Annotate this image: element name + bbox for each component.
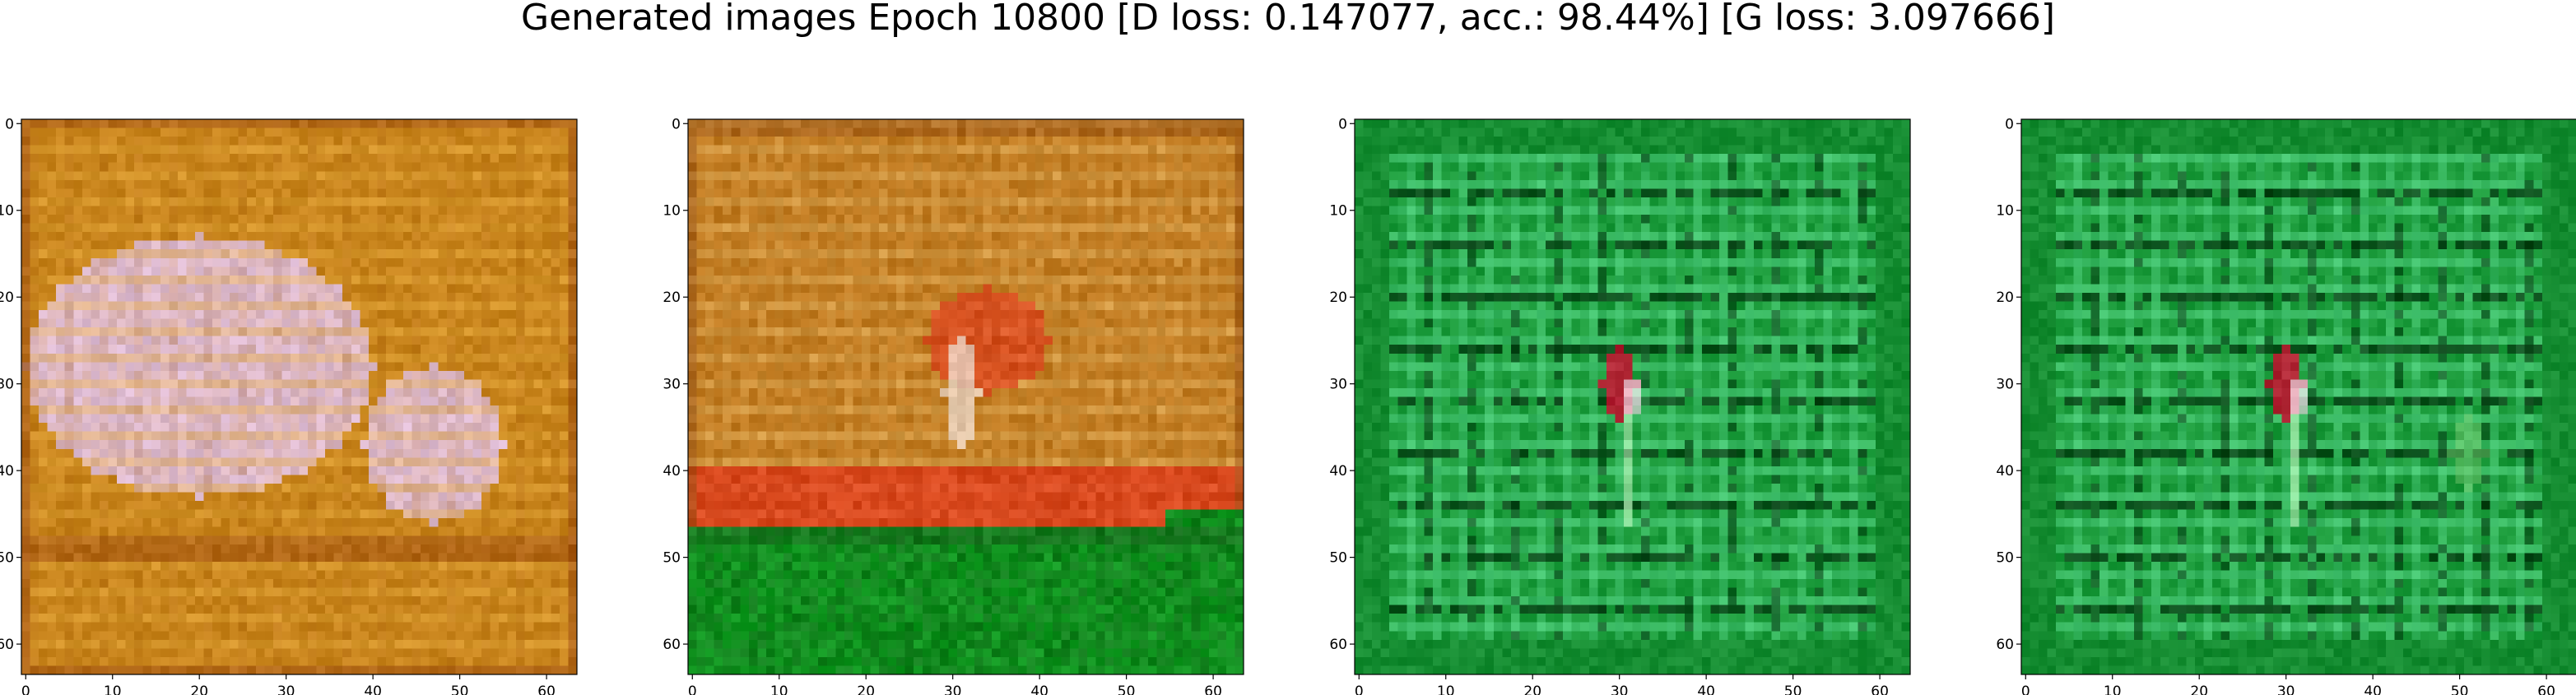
x-tick-label: 40	[2364, 683, 2382, 695]
x-tick-label: 10	[770, 683, 788, 695]
y-tick-label: 0	[5, 116, 14, 132]
y-tick-label: 0	[1338, 116, 1347, 132]
axes-frame	[687, 118, 1244, 675]
y-tick-label: 40	[663, 463, 681, 480]
y-tick-label: 30	[1996, 377, 2014, 393]
y-tick-label: 50	[1329, 550, 1347, 567]
x-tick-label: 30	[1611, 683, 1629, 695]
x-tick-label: 0	[1355, 683, 1364, 695]
y-tick-label: 50	[1996, 550, 2014, 567]
image-pixels	[688, 119, 1244, 675]
x-tick-label: 0	[21, 683, 30, 695]
y-tick-label: 60	[1329, 637, 1347, 653]
y-tick-label: 20	[1329, 290, 1347, 306]
y-tick-label: 20	[0, 290, 14, 306]
x-tick-label: 60	[2537, 683, 2555, 695]
x-tick-label: 60	[537, 683, 556, 695]
y-tick-label: 40	[1329, 463, 1347, 480]
y-tick-label: 50	[0, 550, 14, 567]
y-tick-label: 40	[0, 463, 14, 480]
x-tick-label: 50	[2451, 683, 2469, 695]
x-tick-label: 60	[1871, 683, 1889, 695]
image-pixels	[21, 119, 578, 675]
image-panel-4: 0 10 20 30 40 50 60 0 10 20 30 40 50 60	[1996, 116, 2576, 695]
y-tick-label: 10	[1996, 203, 2014, 220]
y-tick-label: 60	[1996, 637, 2014, 653]
x-tick-label: 40	[1030, 683, 1049, 695]
y-tick-label: 20	[663, 290, 681, 306]
y-tick-label: 20	[1996, 290, 2014, 306]
x-tick-label: 10	[2104, 683, 2122, 695]
x-tick-label: 40	[1697, 683, 1715, 695]
y-tick-label: 60	[0, 637, 14, 653]
x-tick-label: 10	[1437, 683, 1455, 695]
image-panel-2: 0 10 20 30 40 50 60 0 10 20 30 40 50 60	[663, 116, 1244, 695]
x-tick-label: 0	[688, 683, 697, 695]
image-pixels	[1355, 119, 1911, 675]
y-tick-label: 40	[1996, 463, 2014, 480]
x-tick-label: 30	[2277, 683, 2295, 695]
x-tick-label: 20	[190, 683, 208, 695]
x-tick-label: 20	[1523, 683, 1541, 695]
y-tick-label: 50	[663, 550, 681, 567]
x-tick-label: 50	[1118, 683, 1136, 695]
x-tick-label: 50	[1784, 683, 1802, 695]
y-tick-label: 30	[663, 377, 681, 393]
x-tick-label: 20	[2190, 683, 2208, 695]
axes-frame	[1354, 118, 1911, 675]
axes-frame	[2020, 118, 2576, 675]
y-tick-label: 60	[663, 637, 681, 653]
y-tick-label: 10	[1329, 203, 1347, 220]
image-panel-3: 0 10 20 30 40 50 60 0 10 20 30 40 50 60	[1329, 116, 1911, 695]
figure-title: Generated images Epoch 10800 [D loss: 0.…	[520, 0, 2056, 39]
image-pixels	[2021, 119, 2576, 675]
x-tick-label: 30	[944, 683, 962, 695]
y-tick-label: 10	[663, 203, 681, 220]
x-tick-label: 50	[451, 683, 469, 695]
y-tick-label: 10	[0, 203, 14, 220]
x-tick-label: 10	[104, 683, 122, 695]
image-panel-1: 0 10 20 30 40 50 60 0 10 20 30 40 50 60	[0, 116, 578, 695]
x-tick-label: 40	[364, 683, 382, 695]
x-tick-label: 0	[2021, 683, 2030, 695]
axes-frame	[21, 118, 578, 675]
y-tick-label: 30	[0, 377, 14, 393]
y-tick-label: 0	[2005, 116, 2014, 132]
y-tick-label: 0	[672, 116, 681, 132]
y-tick-label: 30	[1329, 377, 1347, 393]
x-tick-label: 20	[857, 683, 875, 695]
x-tick-label: 60	[1204, 683, 1222, 695]
x-tick-label: 30	[277, 683, 295, 695]
